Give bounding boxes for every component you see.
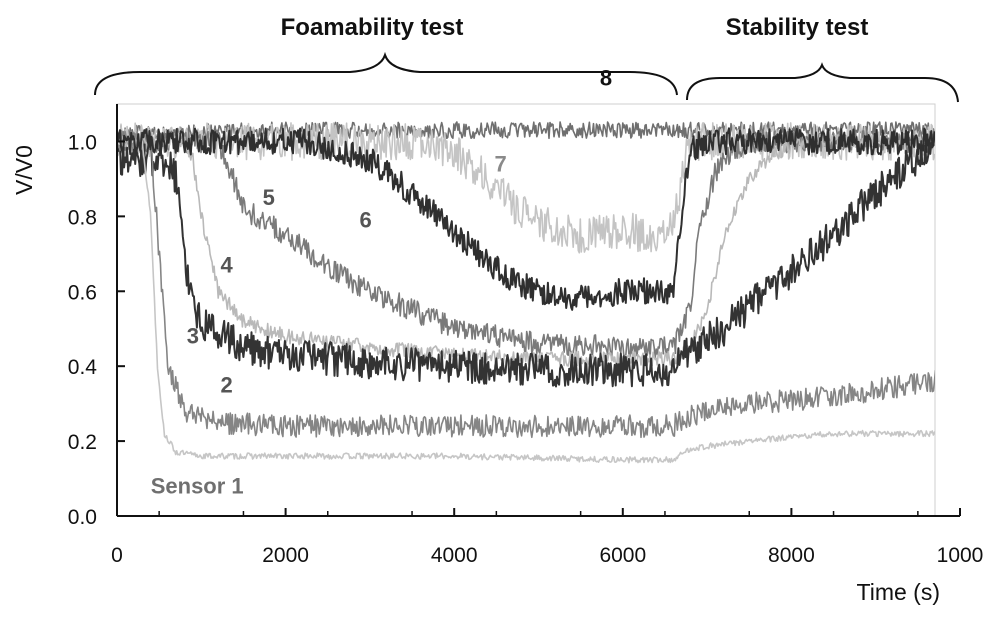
series-label-3: 3	[187, 324, 199, 349]
y-tick-label: 0.8	[68, 206, 97, 229]
y-axis-title: V/V0	[11, 145, 37, 195]
x-tick-label: 1000	[937, 544, 983, 567]
y-tick-label: 0.4	[68, 356, 98, 379]
series-label-4: 4	[220, 253, 233, 278]
series-label-7: 7	[494, 151, 506, 176]
series-label-2: 2	[220, 372, 232, 397]
y-tick-label: 0.2	[68, 431, 97, 454]
series-label-1: Sensor 1	[151, 474, 244, 499]
x-tick-label: 8000	[768, 544, 815, 567]
x-tick-label: 0	[111, 544, 123, 567]
phase-label-stability: Stability test	[726, 14, 869, 41]
foamability-brace	[94, 51, 678, 96]
series-line-2	[117, 130, 935, 439]
series-label-6: 6	[360, 208, 372, 233]
y-tick-label: 0.6	[68, 281, 97, 304]
x-axis-title: Time (s)	[857, 579, 940, 605]
y-tick-label: 0.0	[68, 506, 97, 529]
y-tick-label: 1.0	[68, 131, 97, 154]
x-tick-label: 2000	[262, 544, 309, 567]
series-line-1	[117, 138, 935, 464]
series-label-8: 8	[600, 65, 612, 90]
series-label-5: 5	[263, 185, 275, 210]
series-line-6	[117, 127, 935, 311]
x-tick-label: 6000	[599, 544, 646, 567]
series-line-3	[117, 135, 935, 388]
x-tick-label: 4000	[431, 544, 478, 567]
stability-brace	[686, 62, 959, 103]
phase-label-foamability: Foamability test	[281, 14, 464, 41]
